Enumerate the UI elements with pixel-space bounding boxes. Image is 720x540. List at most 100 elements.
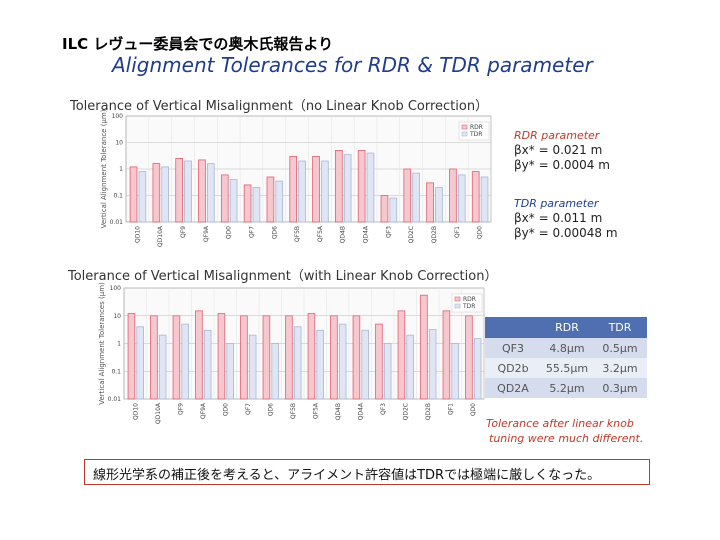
- y-axis-label: Vertical Alignment Tolerance (μm): [100, 109, 108, 228]
- x-tick-label: QF3: [380, 403, 387, 415]
- y-tick-label: 0.01: [110, 219, 124, 226]
- tdr-beta-y: βy* = 0.00048 m: [514, 226, 618, 240]
- y-tick-label: 0.1: [113, 193, 123, 200]
- rdr-bar: [335, 150, 343, 223]
- table-cell-label: QF3: [485, 338, 541, 358]
- y-tick-label: 1: [117, 341, 121, 348]
- legend-swatch: [454, 303, 461, 309]
- rdr-bar: [330, 315, 338, 400]
- rdr-bar: [289, 155, 298, 223]
- x-tick-label: QF9A: [200, 402, 207, 419]
- tdr-bar: [136, 326, 144, 400]
- x-tick-label: QF5B: [290, 403, 297, 419]
- x-tick-label: QF5B: [294, 226, 301, 242]
- table-cell-tdr: 0.3μm: [593, 378, 647, 398]
- x-tick-label: QF7: [245, 403, 252, 415]
- y-tick-label: 10: [113, 313, 121, 320]
- x-tick-label: QD2B: [431, 226, 438, 243]
- chart-1: 0.01 0.1 1 10 100 Vertical Alignment Toleranc…: [100, 109, 492, 247]
- rdr-bar: [352, 315, 361, 400]
- rdr-beta-y: βy* = 0.0004 m: [514, 158, 610, 172]
- table-note-line-1: Tolerance after linear knob: [486, 417, 634, 430]
- tdr-bar: [252, 187, 261, 223]
- tdr-bar: [298, 160, 306, 223]
- table-header-blank: [485, 317, 541, 338]
- legend-label: RDR: [470, 124, 483, 131]
- rdr-bar: [172, 315, 181, 400]
- x-tick-label: QD2C: [402, 403, 409, 420]
- legend-label: TDR: [469, 131, 482, 138]
- table-note: Tolerance after linear knob tuning were …: [486, 416, 643, 446]
- tdr-bar: [229, 179, 238, 223]
- tdr-parameter-heading: TDR parameter: [514, 197, 599, 210]
- tdr-bar: [412, 172, 420, 223]
- tdr-bar: [184, 160, 192, 223]
- y-axis-label: Vertical Alignment Tolerances (μm): [98, 282, 106, 405]
- x-tick-label: QD0: [477, 226, 484, 239]
- rdr-bar: [426, 182, 434, 223]
- rdr-bar: [471, 171, 480, 223]
- x-tick-label: QD4A: [357, 402, 364, 420]
- x-tick-label: QD4B: [340, 226, 347, 243]
- rdr-bar: [442, 310, 451, 400]
- table-cell-tdr: 0.5μm: [593, 338, 647, 358]
- tdr-bar: [451, 343, 459, 400]
- rdr-bar: [375, 323, 383, 400]
- rdr-bar: [465, 315, 473, 400]
- table-cell-rdr: 4.8μm: [541, 338, 593, 358]
- x-tick-label: QD10: [134, 226, 141, 243]
- x-tick-label: QD0: [470, 403, 477, 416]
- x-tick-label: QD4B: [335, 403, 342, 420]
- y-tick-label: 0.1: [111, 368, 121, 375]
- x-tick-label: QD6: [267, 403, 274, 416]
- y-tick-label: 100: [110, 285, 122, 292]
- table-cell-rdr: 5.2μm: [541, 378, 593, 398]
- y-tick-label: 10: [115, 140, 123, 147]
- rdr-bar: [403, 168, 412, 223]
- y-tick-label: 1: [119, 166, 123, 173]
- tdr-bar: [428, 329, 437, 400]
- x-tick-label: QF3: [385, 226, 392, 238]
- table-cell-label: QD2b: [485, 358, 541, 378]
- x-tick-label: QD0: [226, 226, 233, 239]
- rdr-bar: [152, 163, 161, 223]
- table-row: QD2b 55.5μm 3.2μm: [485, 358, 647, 378]
- table-header-rdr: RDR: [541, 317, 593, 338]
- slide-title: Alignment Tolerances for RDR & TDR param…: [112, 53, 593, 77]
- table-cell-label: QD2A: [485, 378, 541, 398]
- rdr-bar: [266, 176, 275, 223]
- x-tick-label: QF5A: [317, 225, 324, 242]
- tdr-bar: [389, 197, 398, 223]
- tdr-bar: [203, 329, 212, 400]
- rdr-bar: [217, 313, 226, 400]
- table-row: QF3 4.8μm 0.5μm: [485, 338, 647, 358]
- x-tick-label: QF9A: [203, 225, 210, 242]
- tdr-bar: [473, 338, 482, 400]
- tdr-bar: [293, 326, 302, 400]
- tdr-parameters: TDR parameter βx* = 0.011 m βy* = 0.0004…: [514, 196, 618, 241]
- x-tick-label: QD0: [222, 403, 229, 416]
- tdr-bar: [343, 154, 352, 223]
- conclusion-box: 線形光学系の補正後を考えると、アライメント許容値はTDRでは極端に厳しくなった。: [84, 459, 650, 485]
- rdr-bar: [240, 315, 248, 400]
- x-tick-label: QF9: [177, 403, 184, 415]
- rdr-bar: [312, 155, 320, 223]
- legend-label: TDR: [462, 303, 475, 310]
- x-tick-label: QF5A: [312, 402, 319, 419]
- rdr-bar: [397, 310, 406, 400]
- x-tick-label: QD10A: [155, 402, 162, 424]
- tdr-bar: [406, 334, 414, 400]
- rdr-bar: [449, 168, 457, 223]
- table-header-tdr: TDR: [593, 317, 647, 338]
- table-cell-rdr: 55.5μm: [541, 358, 593, 378]
- chart-2: 0.01 0.1 1 10 100 Vertical Alignment Toleranc…: [98, 282, 485, 424]
- rdr-bar: [129, 166, 138, 223]
- y-tick-label: 100: [112, 113, 124, 120]
- tdr-bar: [366, 152, 375, 223]
- tdr-bar: [158, 334, 167, 400]
- tdr-bar: [338, 323, 347, 400]
- rdr-bar: [195, 310, 203, 400]
- tdr-bar: [480, 176, 489, 223]
- tdr-bar: [316, 329, 324, 400]
- rdr-bar: [262, 315, 271, 400]
